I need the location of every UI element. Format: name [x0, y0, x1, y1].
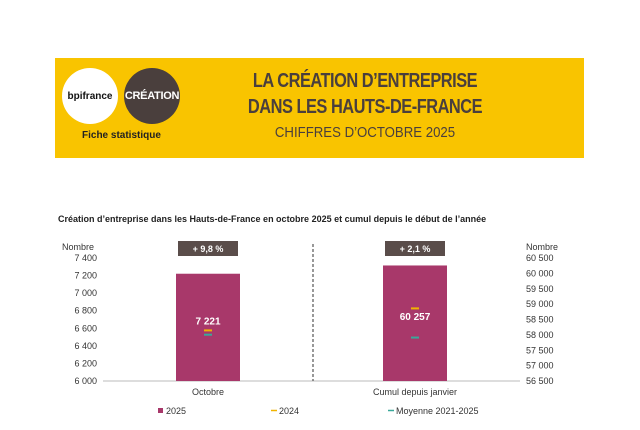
left-tick-label: 6 800 [74, 306, 97, 316]
bar-data-label: 60 257 [400, 312, 431, 323]
left-tick-label: 7 000 [74, 288, 97, 298]
left-tick-label: 6 000 [74, 376, 97, 386]
right-tick-label: 60 500 [526, 253, 554, 263]
right-tick-label: 60 000 [526, 268, 554, 278]
page-subtitle: CHIFFRES D’OCTOBRE 2025 [274, 124, 456, 141]
legend-label: 2024 [279, 406, 299, 416]
right-tick-label: 58 500 [526, 315, 554, 325]
variation-badge-label: + 9,8 % [193, 244, 224, 254]
left-tick-label: 6 600 [74, 323, 97, 333]
creation-logo: CRÉATION [124, 68, 180, 124]
left-tick-label: 6 400 [74, 341, 97, 351]
page-title-line2: DANS LES HAUTS-DE-FRANCE [247, 96, 483, 118]
fiche-statistique-label: Fiche statistique [82, 130, 161, 141]
left-tick-label: 7 200 [74, 271, 97, 281]
right-tick-label: 59 500 [526, 284, 554, 294]
bpifrance-logo-text: bpifrance [67, 90, 113, 102]
chart-title: Création d’entreprise dans les Hauts-de-… [58, 214, 487, 224]
page-title-line1: LA CRÉATION D’ENTREPRISE [252, 70, 478, 92]
right-tick-label: 59 000 [526, 299, 554, 309]
right-tick-label: 56 500 [526, 376, 554, 386]
left-axis-label: Nombre [62, 242, 94, 252]
legend-swatch-2025 [158, 408, 163, 413]
legend-label: Moyenne 2021-2025 [396, 406, 479, 416]
right-axis-label: Nombre [526, 242, 558, 252]
variation-badge [178, 241, 238, 256]
variation-badge [385, 241, 445, 256]
bar-2025 [383, 265, 447, 381]
bpifrance-logo: bpifrance [62, 68, 118, 124]
category-label: Cumul depuis janvier [373, 387, 457, 397]
creation-logo-text: CRÉATION [124, 90, 180, 102]
left-tick-label: 6 200 [74, 358, 97, 368]
variation-badge-label: + 2,1 % [400, 244, 431, 254]
legend-label: 2025 [166, 406, 186, 416]
right-tick-label: 58 000 [526, 330, 554, 340]
right-tick-label: 57 500 [526, 345, 554, 355]
right-tick-label: 57 000 [526, 361, 554, 371]
bar-data-label: 7 221 [195, 316, 220, 327]
bar-2025 [176, 273, 240, 381]
left-tick-label: 7 400 [74, 253, 97, 263]
category-label: Octobre [192, 387, 224, 397]
